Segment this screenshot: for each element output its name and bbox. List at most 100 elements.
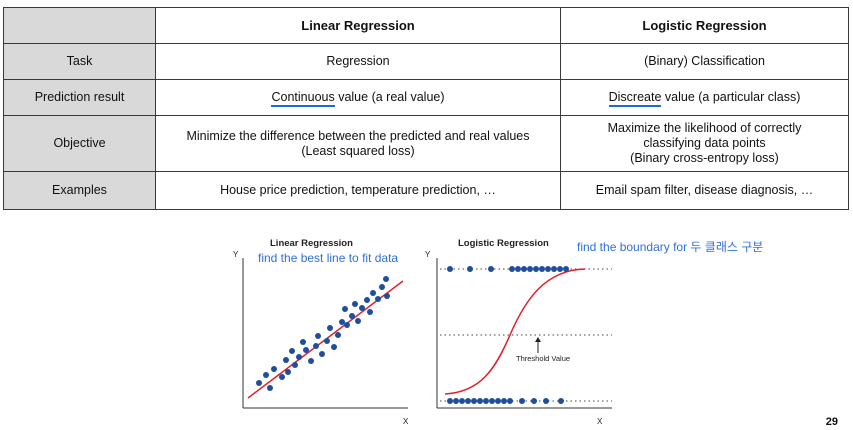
linear-objective-line1: Minimize the difference between the pred…	[186, 128, 530, 143]
comparison-table: Linear Regression Logistic Regression Ta…	[3, 7, 849, 210]
sigmoid-curve	[444, 268, 586, 395]
lower-class-point	[483, 398, 489, 404]
lower-class-point	[459, 398, 465, 404]
lower-class-point	[519, 398, 525, 404]
linear-data-point	[370, 290, 376, 296]
upper-class-point	[447, 266, 453, 272]
linear-data-point	[355, 318, 361, 324]
upper-class-point	[545, 266, 551, 272]
row-label-prediction: Prediction result	[3, 79, 156, 116]
logistic-examples-cell: Email spam filter, disease diagnosis, …	[560, 171, 849, 210]
lower-class-point	[543, 398, 549, 404]
upper-class-point	[557, 266, 563, 272]
lower-class-point	[507, 398, 513, 404]
linear-data-point	[383, 276, 389, 282]
lower-class-point	[453, 398, 459, 404]
linear-data-point	[308, 358, 314, 364]
prediction-row: Prediction result Continuous value (a re…	[3, 79, 849, 116]
logistic-prediction-cell: Discreate value (a particular class)	[560, 79, 849, 116]
logistic-task-cell: (Binary) Classification	[560, 43, 849, 80]
linear-data-point	[267, 385, 273, 391]
linear-prediction-cell: Continuous value (a real value)	[155, 79, 561, 116]
linear-y-axis-label: Y	[233, 250, 239, 259]
linear-data-point	[256, 380, 262, 386]
linear-data-point	[315, 333, 321, 339]
lower-class-point	[447, 398, 453, 404]
linear-data-point	[352, 301, 358, 307]
linear-data-point	[342, 306, 348, 312]
lower-class-point	[465, 398, 471, 404]
linear-data-point	[375, 296, 381, 302]
row-label-objective: Objective	[3, 115, 156, 172]
lower-class-point	[501, 398, 507, 404]
logistic-objective-line3: (Binary cross-entropy loss)	[630, 151, 779, 165]
continuous-emphasis: Continuous	[271, 90, 335, 107]
linear-objective-line2: (Least squared loss)	[301, 143, 415, 158]
linear-task-cell: Regression	[155, 43, 561, 80]
discreate-emphasis: Discreate	[608, 90, 662, 107]
header-row: Linear Regression Logistic Regression	[3, 7, 849, 44]
linear-data-point	[339, 319, 345, 325]
linear-data-point	[349, 313, 355, 319]
threshold-value-label: Threshold Value	[516, 354, 571, 363]
linear-regression-header: Linear Regression	[155, 7, 561, 44]
linear-data-point	[289, 348, 295, 354]
upper-class-point	[515, 266, 521, 272]
linear-data-point	[327, 325, 333, 331]
linear-data-point	[303, 347, 309, 353]
linear-plot-note: find the best line to fit data	[258, 251, 399, 265]
linear-data-point	[319, 351, 325, 357]
lower-class-point	[531, 398, 537, 404]
upper-class-point	[488, 266, 494, 272]
logistic-objective-line2: classifying data points	[643, 136, 766, 150]
linear-data-point	[379, 284, 385, 290]
logistic-prediction-rest: value (a particular class)	[661, 90, 801, 104]
page-number: 29	[825, 416, 838, 428]
linear-prediction-rest: value (a real value)	[334, 90, 445, 104]
lower-class-point	[558, 398, 564, 404]
upper-class-point	[533, 266, 539, 272]
logistic-objective-cell: Maximize the likelihood of correctly cla…	[560, 115, 849, 172]
upper-class-point	[521, 266, 527, 272]
linear-data-point	[271, 366, 277, 372]
linear-data-point	[313, 343, 319, 349]
linear-data-point	[331, 344, 337, 350]
row-label-examples: Examples	[3, 171, 156, 210]
linear-examples-cell: House price prediction, temperature pred…	[155, 171, 561, 210]
threshold-arrow-head	[535, 337, 541, 342]
logistic-x-axis-label: X	[597, 417, 603, 426]
logistic-data-points	[447, 266, 569, 404]
corner-cell	[3, 7, 156, 44]
linear-data-point	[285, 369, 291, 375]
linear-data-point	[359, 305, 365, 311]
logistic-regression-header: Logistic Regression	[560, 7, 849, 44]
linear-data-point	[364, 297, 370, 303]
linear-data-point	[279, 374, 285, 380]
linear-data-point	[335, 332, 341, 338]
upper-class-point	[467, 266, 473, 272]
lower-class-point	[477, 398, 483, 404]
upper-class-point	[509, 266, 515, 272]
upper-class-point	[563, 266, 569, 272]
upper-class-point	[539, 266, 545, 272]
linear-data-point	[263, 372, 269, 378]
linear-data-point	[384, 293, 390, 299]
linear-data-point	[283, 357, 289, 363]
logistic-y-axis-label: Y	[425, 250, 431, 259]
task-row: Task Regression (Binary) Classification	[3, 43, 849, 80]
logistic-plot-title: Logistic Regression	[458, 238, 549, 249]
linear-plot-title: Linear Regression	[270, 238, 353, 249]
lower-class-point	[489, 398, 495, 404]
upper-class-point	[551, 266, 557, 272]
linear-data-point	[300, 339, 306, 345]
linear-data-point	[292, 362, 298, 368]
lower-class-point	[495, 398, 501, 404]
logistic-plot-note: find the boundary for 두 클래스 구분	[577, 240, 764, 254]
linear-data-point	[367, 309, 373, 315]
upper-class-point	[527, 266, 533, 272]
linear-data-points	[256, 276, 390, 391]
linear-data-point	[296, 354, 302, 360]
linear-data-point	[344, 322, 350, 328]
lower-class-point	[471, 398, 477, 404]
